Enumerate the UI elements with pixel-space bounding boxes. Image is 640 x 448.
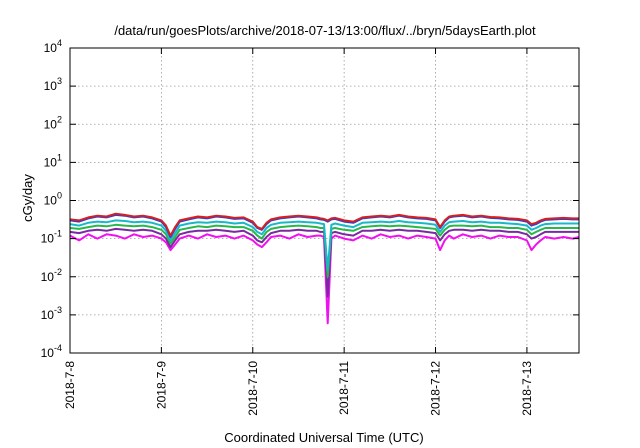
y-tick-label: 10-4 <box>41 343 62 360</box>
x-axis-label: Coordinated Universal Time (UTC) <box>224 430 423 445</box>
x-tick-label: 2018-7-11 <box>337 361 351 415</box>
y-tick-label: 104 <box>44 38 62 55</box>
y-tick-label: 10-1 <box>41 229 62 246</box>
series-group <box>69 212 580 325</box>
grid <box>70 48 579 353</box>
plot-frame <box>69 47 580 354</box>
x-tick-label: 2018-7-12 <box>429 361 443 416</box>
x-tick-label: 2018-7-9 <box>154 361 168 409</box>
x-tick-label: 2018-7-10 <box>246 361 260 416</box>
y-tick-label: 100 <box>44 191 62 208</box>
y-tick-label: 101 <box>44 152 62 169</box>
chart-title: /data/run/goesPlots/archive/2018-07-13/1… <box>114 23 536 38</box>
y-tick-label: 103 <box>44 76 62 93</box>
y-tick-label: 10-2 <box>41 267 62 284</box>
series-line-1 <box>69 212 579 237</box>
y-tick-label: 102 <box>44 114 62 131</box>
x-tick-label: 2018-7-8 <box>63 361 77 409</box>
y-tick-label: 10-3 <box>41 305 62 322</box>
x-tick-label: 2018-7-13 <box>520 361 534 416</box>
series-line-3 <box>69 219 579 271</box>
y-axis-label: cGy/day <box>20 174 35 222</box>
